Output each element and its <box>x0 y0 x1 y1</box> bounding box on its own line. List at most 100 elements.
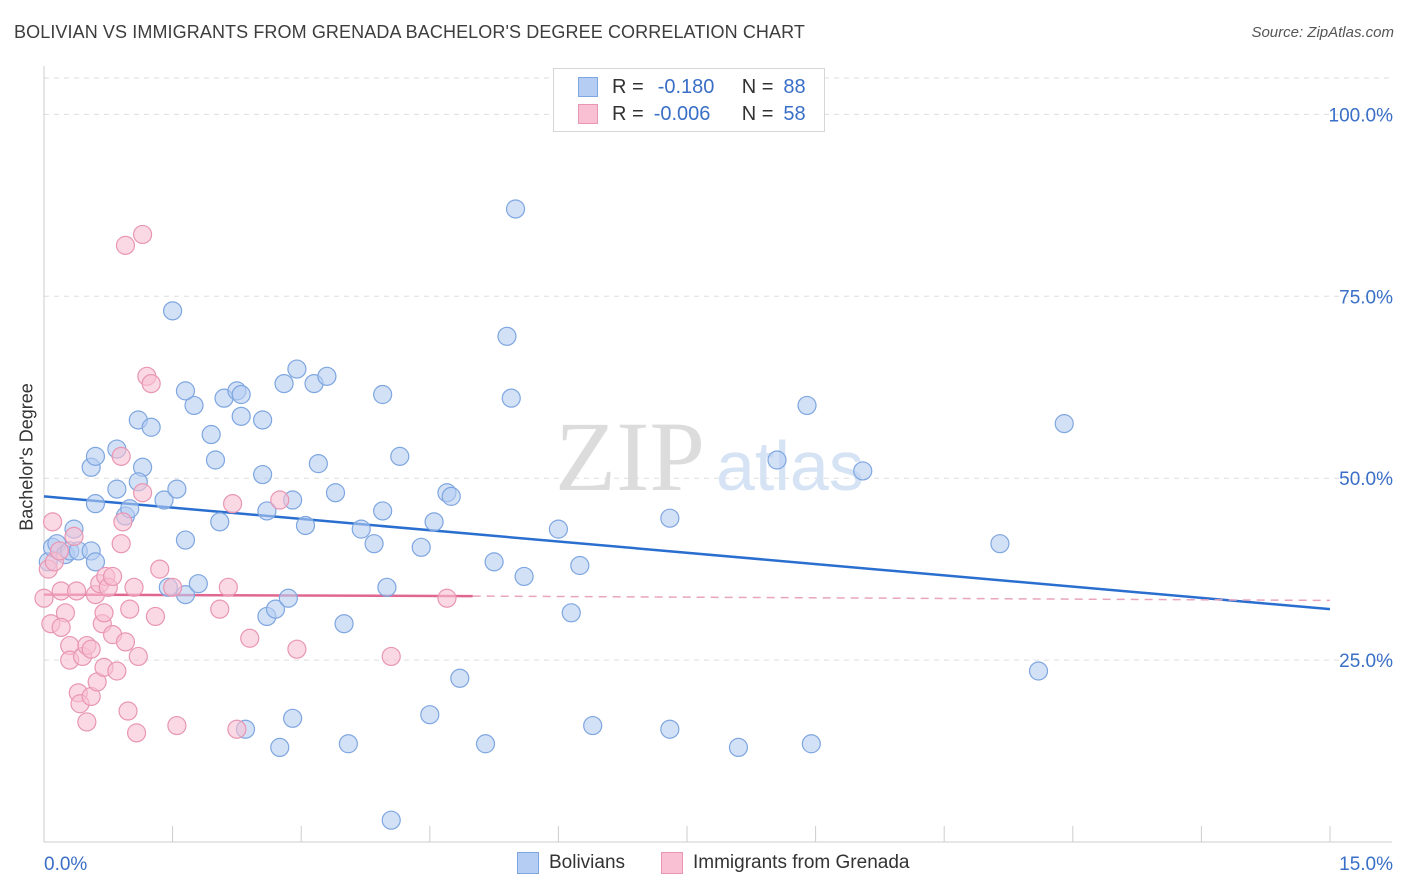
point-bolivians <box>660 508 680 528</box>
point-grenada <box>49 541 70 561</box>
point-grenada <box>64 526 84 547</box>
point-grenada <box>115 632 136 652</box>
point-bolivians <box>583 715 603 736</box>
point-bolivians <box>287 359 307 379</box>
point-bolivians <box>381 810 401 830</box>
point-grenada <box>107 661 127 681</box>
bottom-legend-bolivians: Bolivians <box>517 852 625 874</box>
point-bolivians <box>411 537 431 557</box>
point-bolivians <box>484 552 504 572</box>
point-bolivians <box>334 614 354 634</box>
bottom-legend-swatch-bolivians <box>517 852 539 874</box>
point-bolivians <box>373 384 393 405</box>
point-grenada <box>124 577 144 597</box>
point-grenada <box>163 577 183 597</box>
point-grenada <box>128 646 148 667</box>
point-bolivians <box>295 515 316 536</box>
point-bolivians <box>85 446 106 466</box>
trendlines <box>43 495 1331 611</box>
r-label: R = <box>612 75 644 98</box>
point-grenada <box>102 566 123 587</box>
r-label: R = <box>612 102 644 125</box>
y-tick-label: 25.0% <box>1339 651 1393 672</box>
point-grenada <box>66 581 87 601</box>
point-grenada <box>111 534 131 554</box>
point-bolivians <box>660 719 680 739</box>
y-tick-label: 50.0% <box>1339 469 1393 490</box>
point-bolivians <box>85 552 106 572</box>
point-grenada <box>145 606 166 627</box>
point-bolivians <box>107 479 127 499</box>
point-bolivians <box>201 424 221 445</box>
point-bolivians <box>801 734 821 754</box>
points <box>34 199 1074 830</box>
y-tick-label: 100.0% <box>1329 105 1394 126</box>
point-grenada <box>132 224 153 245</box>
x-tick-label: 15.0% <box>1339 854 1393 875</box>
watermark: ZIP atlas <box>555 401 864 512</box>
point-bolivians <box>274 374 294 394</box>
legend-row-grenada: R = -0.006 N = 58 <box>578 102 806 126</box>
point-bolivians <box>797 395 817 416</box>
n-value-bolivians: 88 <box>783 75 806 98</box>
n-label: N = <box>741 75 774 98</box>
legend-swatch-grenada <box>578 104 598 124</box>
point-bolivians <box>278 588 298 608</box>
legend-row-bolivians: R = -0.180 N = 88 <box>578 75 806 99</box>
point-bolivians <box>257 501 277 521</box>
chart-title: BOLIVIAN VS IMMIGRANTS FROM GRENADA BACH… <box>14 22 805 42</box>
point-bolivians <box>1054 414 1074 434</box>
point-bolivians <box>184 395 204 416</box>
point-bolivians <box>167 479 187 499</box>
point-grenada <box>113 512 133 532</box>
point-bolivians <box>475 734 496 754</box>
point-bolivians <box>338 734 358 754</box>
point-bolivians <box>364 534 384 554</box>
point-bolivians <box>154 490 174 510</box>
point-bolivians <box>767 450 787 470</box>
axes <box>43 66 1392 843</box>
point-bolivians <box>325 483 346 503</box>
point-bolivians <box>175 530 196 550</box>
gridlines <box>44 77 1392 661</box>
watermark-atlas: atlas <box>716 427 864 505</box>
point-grenada <box>126 723 147 743</box>
point-grenada <box>223 494 243 514</box>
point-grenada <box>227 719 247 739</box>
point-bolivians <box>308 454 328 474</box>
point-grenada <box>42 512 63 532</box>
point-bolivians <box>441 486 461 506</box>
point-bolivians <box>424 512 444 532</box>
point-bolivians <box>163 301 183 321</box>
point-grenada <box>77 712 97 732</box>
point-bolivians <box>450 668 470 688</box>
bottom-legend-swatch-grenada <box>661 852 683 874</box>
point-bolivians <box>1028 661 1049 681</box>
point-bolivians <box>270 737 290 758</box>
point-bolivians <box>231 384 251 405</box>
point-grenada <box>437 588 457 608</box>
point-bolivians <box>390 446 410 466</box>
trendline-grenada <box>43 593 473 598</box>
point-bolivians <box>205 450 226 470</box>
bottom-legend-grenada: Immigrants from Grenada <box>661 852 909 874</box>
point-grenada <box>141 374 161 394</box>
point-bolivians <box>497 326 517 346</box>
point-bolivians <box>561 603 581 623</box>
point-grenada <box>81 639 101 659</box>
n-label: N = <box>741 102 774 125</box>
point-bolivians <box>141 417 161 437</box>
y-axis-label: Bachelor's Degree <box>16 383 37 531</box>
point-bolivians <box>231 406 251 426</box>
point-bolivians <box>728 737 749 758</box>
point-bolivians <box>351 519 371 539</box>
legend-swatch-bolivians <box>578 77 598 97</box>
bottom-legend-label-bolivians: Bolivians <box>549 852 626 873</box>
n-value-grenada: 58 <box>783 102 806 125</box>
point-grenada <box>111 446 131 466</box>
point-bolivians <box>188 574 208 594</box>
point-grenada <box>120 599 140 619</box>
point-bolivians <box>253 410 273 430</box>
bottom-legend-label-grenada: Immigrants from Grenada <box>693 852 910 873</box>
